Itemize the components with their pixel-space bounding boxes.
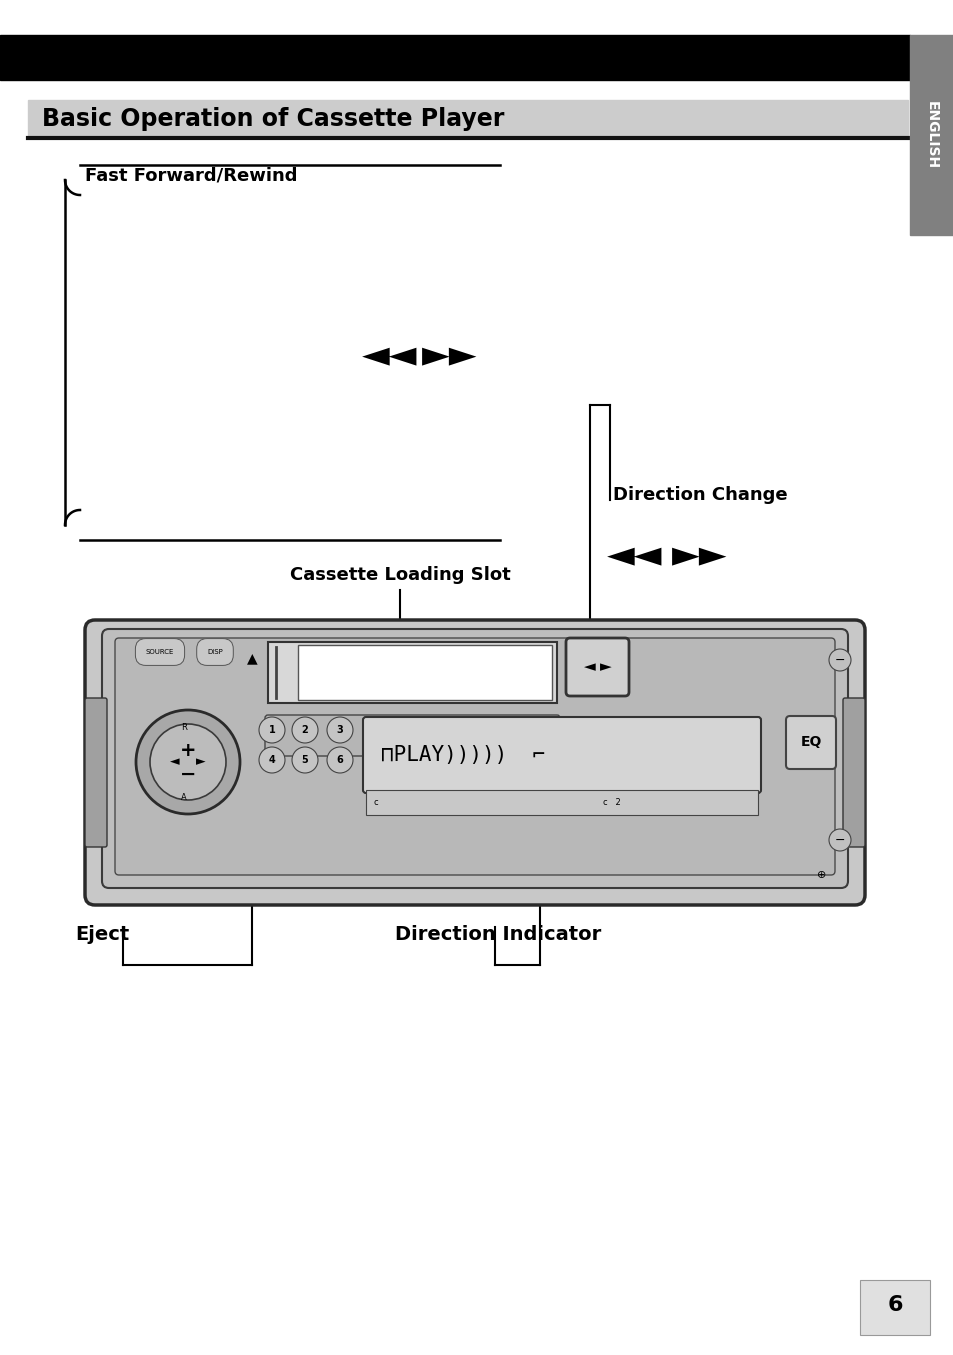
Text: ENGLISH: ENGLISH <box>924 100 938 169</box>
FancyBboxPatch shape <box>363 717 760 793</box>
Text: Basic Operation of Cassette Player: Basic Operation of Cassette Player <box>42 107 504 131</box>
FancyBboxPatch shape <box>115 638 834 875</box>
Circle shape <box>828 649 850 671</box>
Text: −: − <box>179 764 196 783</box>
FancyBboxPatch shape <box>842 698 864 847</box>
Text: ►►: ►► <box>422 337 477 373</box>
Text: ◄: ◄ <box>583 660 595 675</box>
Text: A: A <box>181 793 187 802</box>
Text: DISP: DISP <box>207 649 223 654</box>
Text: 6: 6 <box>886 1295 902 1314</box>
Circle shape <box>327 717 353 743</box>
Text: 6: 6 <box>336 755 343 766</box>
Text: 2: 2 <box>301 725 308 734</box>
Text: +: + <box>179 740 196 760</box>
Bar <box>859 1280 929 1335</box>
Circle shape <box>150 724 226 799</box>
Text: ►: ► <box>599 660 611 675</box>
Circle shape <box>828 829 850 851</box>
Circle shape <box>327 747 353 772</box>
Text: 4: 4 <box>269 755 275 766</box>
Text: −: − <box>834 653 844 667</box>
FancyBboxPatch shape <box>265 715 559 756</box>
Text: Fast Forward/Rewind: Fast Forward/Rewind <box>85 167 297 186</box>
FancyBboxPatch shape <box>785 715 835 770</box>
Text: ◄: ◄ <box>170 756 179 768</box>
FancyBboxPatch shape <box>565 638 628 696</box>
Text: ►: ► <box>196 756 206 768</box>
Bar <box>366 790 758 814</box>
Circle shape <box>136 710 240 814</box>
Text: Direction Change: Direction Change <box>613 486 787 504</box>
Text: ⊕: ⊕ <box>817 870 826 879</box>
Bar <box>297 645 552 701</box>
Text: 1: 1 <box>269 725 275 734</box>
Text: ◄◄: ◄◄ <box>362 337 417 373</box>
Text: EQ: EQ <box>800 734 821 749</box>
Bar <box>28 100 907 138</box>
Text: ▲: ▲ <box>247 650 257 665</box>
FancyBboxPatch shape <box>85 621 864 905</box>
Text: 5: 5 <box>301 755 308 766</box>
Bar <box>268 642 557 703</box>
Text: c   2: c 2 <box>602 798 620 808</box>
Text: ◄◄: ◄◄ <box>607 538 662 572</box>
Bar <box>0 35 909 80</box>
Circle shape <box>292 747 317 772</box>
Circle shape <box>258 747 285 772</box>
Circle shape <box>258 717 285 743</box>
Text: Cassette Loading Slot: Cassette Loading Slot <box>290 566 510 584</box>
Bar <box>909 35 953 234</box>
FancyBboxPatch shape <box>102 629 847 888</box>
Text: Direction Indicator: Direction Indicator <box>395 925 600 944</box>
Circle shape <box>292 717 317 743</box>
Text: Eject: Eject <box>75 925 129 944</box>
Text: c: c <box>374 798 378 808</box>
Text: ⊓PLAY)))))  ⌐: ⊓PLAY))))) ⌐ <box>380 745 544 766</box>
Text: ►►: ►► <box>672 538 727 572</box>
Text: SOURCE: SOURCE <box>146 649 174 654</box>
Text: 3: 3 <box>336 725 343 734</box>
Text: −: − <box>834 833 844 847</box>
FancyBboxPatch shape <box>85 698 107 847</box>
Text: R: R <box>181 722 187 732</box>
